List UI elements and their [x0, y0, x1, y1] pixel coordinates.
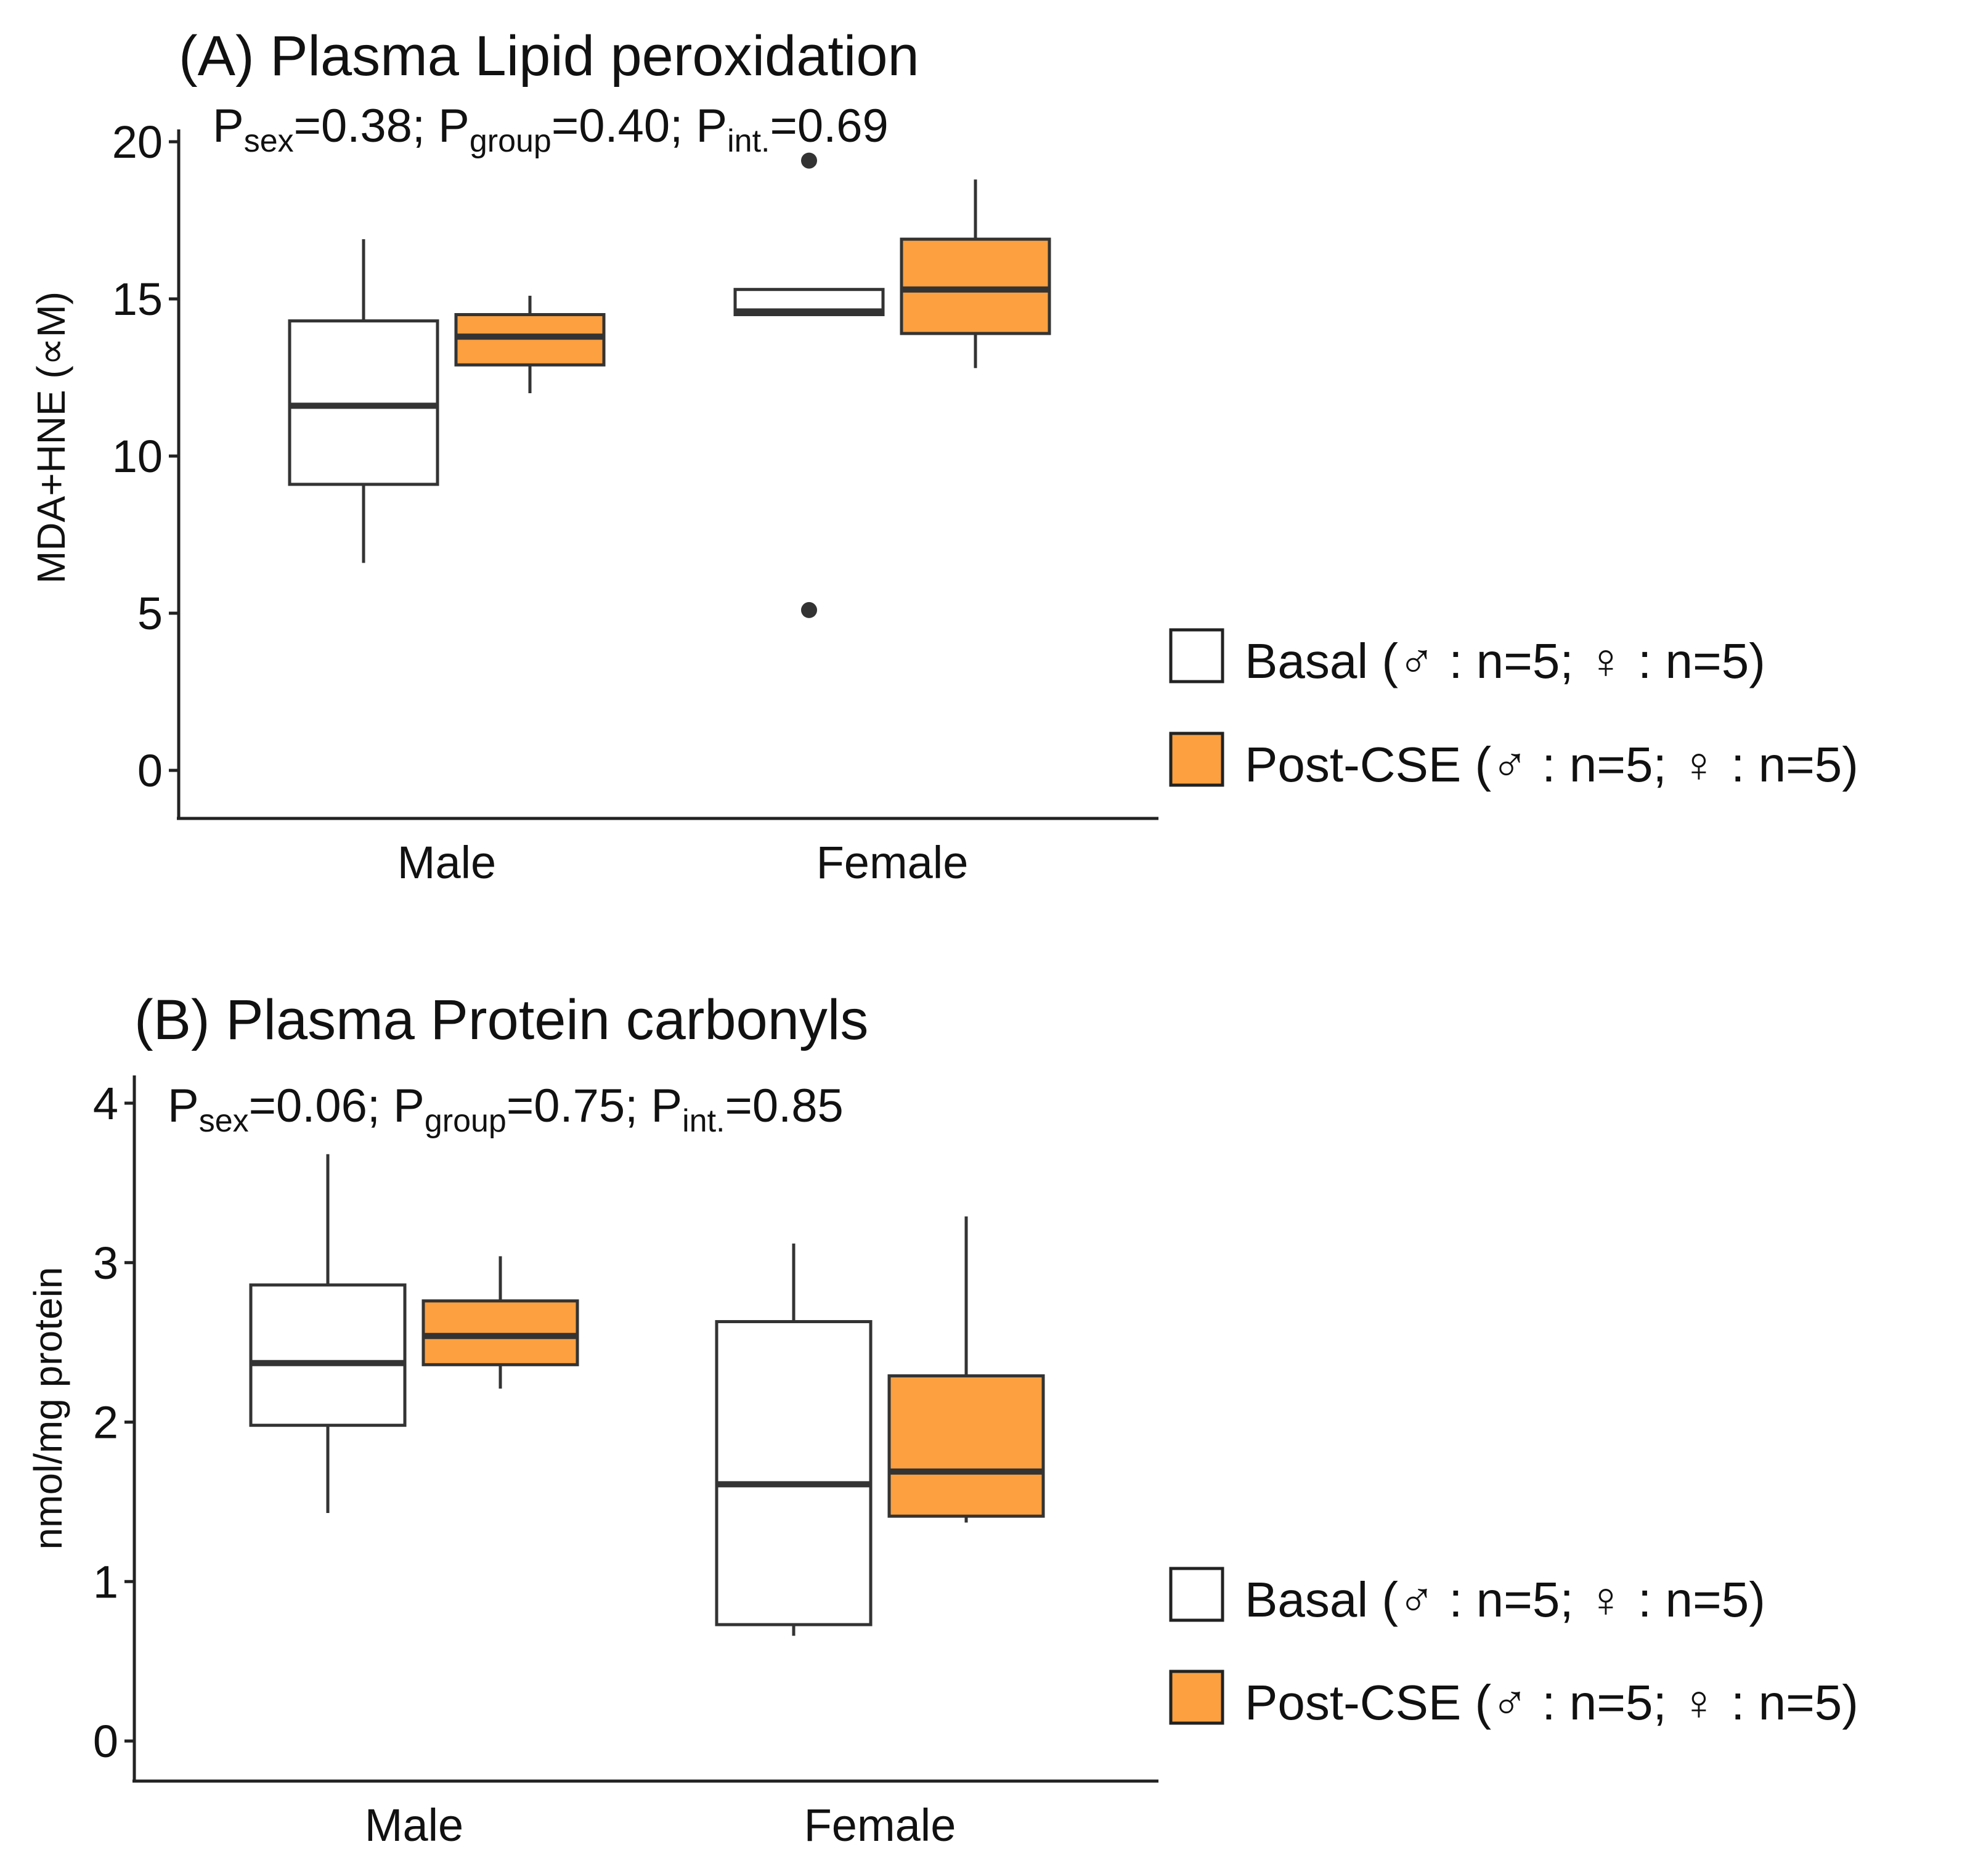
panel-b-boxes — [249, 1154, 1045, 1636]
y-tick-label: 1 — [93, 1556, 118, 1607]
box-post-cse-female — [900, 179, 1051, 369]
box-basal-male — [249, 1154, 407, 1513]
panel-b-legend-key-basal — [1169, 1567, 1224, 1622]
panel-a-legend: Basal (♂ : n=5; ♀ : n=5) Post-CSE (♂ : n… — [1169, 628, 1858, 792]
box-post-cse-female — [887, 1216, 1045, 1523]
panel-b-stat-int-value: =0.85 — [725, 1080, 843, 1132]
panel-b-x-tick-male: Male — [365, 1800, 463, 1851]
panel-b-stat-group-label: group — [425, 1103, 507, 1139]
panel-a-x-tick-female: Female — [816, 837, 969, 888]
iqr-box — [715, 1319, 873, 1626]
iqr-box — [454, 313, 606, 367]
panel-b-y-axis-label: nmol/mg protein — [26, 1267, 70, 1550]
outlier-point — [801, 152, 817, 169]
y-tick-label: 3 — [93, 1238, 118, 1289]
panel-a-title: (A) Plasma Lipid peroxidation — [179, 25, 919, 88]
y-tick-label: 2 — [93, 1397, 118, 1448]
y-tick-label: 20 — [112, 116, 163, 168]
box-basal-male — [288, 239, 439, 563]
iqr-box — [249, 1283, 407, 1427]
panel-b-x-tick-labels: Male Female — [365, 1800, 956, 1851]
panel-a-x-tick-labels: Male Female — [397, 837, 969, 888]
panel-a-legend-key-basal — [1169, 628, 1224, 683]
box-basal-female — [733, 152, 885, 618]
iqr-box — [887, 1374, 1045, 1518]
panel-a-stat-int-value: =0.69 — [770, 100, 888, 152]
outlier-point — [801, 602, 817, 618]
panel-b-x-tick-female: Female — [804, 1800, 956, 1851]
panel-b-stat-sex-label: sex — [199, 1103, 249, 1139]
panel-a-stat-int-label: int. — [727, 123, 770, 159]
panel-a-x-tick-male: Male — [397, 837, 496, 888]
panel-a-stats: Psex=0.38; Pgroup=0.40; Pint.=0.69 — [213, 100, 889, 159]
box-post-cse-male — [421, 1256, 579, 1389]
panel-a-y-ticks: 0 5 10 15 20 — [112, 116, 179, 796]
panel-a-y-axis-label: MDA+HNE (∝M) — [29, 292, 73, 584]
panel-a-legend-key-post-cse — [1169, 732, 1224, 787]
box-post-cse-male — [454, 295, 606, 393]
iqr-box — [421, 1299, 579, 1366]
y-tick-label: 0 — [137, 745, 163, 796]
panel-a-legend-label-post-cse: Post-CSE (♂ : n=5; ♀ : n=5) — [1245, 737, 1858, 792]
panel-a: (A) Plasma Lipid peroxidation Psex=0.38;… — [29, 25, 1858, 888]
y-tick-label: 5 — [137, 588, 163, 639]
y-tick-label: 0 — [93, 1716, 118, 1767]
panel-b-legend: Basal (♂ : n=5; ♀ : n=5) Post-CSE (♂ : n… — [1169, 1567, 1858, 1730]
panel-a-stat-sex-value: =0.38; — [294, 100, 439, 152]
box-basal-female — [715, 1243, 873, 1636]
panel-b-stat-group-value: =0.75; — [507, 1080, 651, 1132]
panel-b-stats: Psex=0.06; Pgroup=0.75; Pint.=0.85 — [168, 1080, 844, 1139]
panel-a-stat-group-label: group — [470, 123, 552, 159]
y-tick-label: 15 — [112, 274, 163, 325]
y-tick-label: 10 — [112, 431, 163, 482]
panel-a-boxes — [288, 152, 1051, 618]
panel-b-legend-label-basal: Basal (♂ : n=5; ♀ : n=5) — [1245, 1572, 1765, 1627]
panel-b: (B) Plasma Protein carbonyls Psex=0.06; … — [26, 989, 1858, 1851]
panel-b-stat-int-label: int. — [682, 1103, 725, 1139]
panel-a-legend-label-basal: Basal (♂ : n=5; ♀ : n=5) — [1245, 634, 1765, 688]
iqr-box — [288, 319, 439, 486]
panel-b-stat-sex-value: =0.06; — [249, 1080, 394, 1132]
panel-b-y-ticks: 0 1 2 3 4 — [93, 1078, 134, 1767]
panel-b-legend-label-post-cse: Post-CSE (♂ : n=5; ♀ : n=5) — [1245, 1675, 1858, 1730]
panel-b-title: (B) Plasma Protein carbonyls — [134, 989, 868, 1051]
panel-a-stat-sex-label: sex — [244, 123, 294, 159]
y-tick-label: 4 — [93, 1078, 118, 1129]
panel-b-legend-key-post-cse — [1169, 1670, 1224, 1725]
panel-a-stat-group-value: =0.40; — [552, 100, 696, 152]
iqr-box — [900, 237, 1051, 335]
